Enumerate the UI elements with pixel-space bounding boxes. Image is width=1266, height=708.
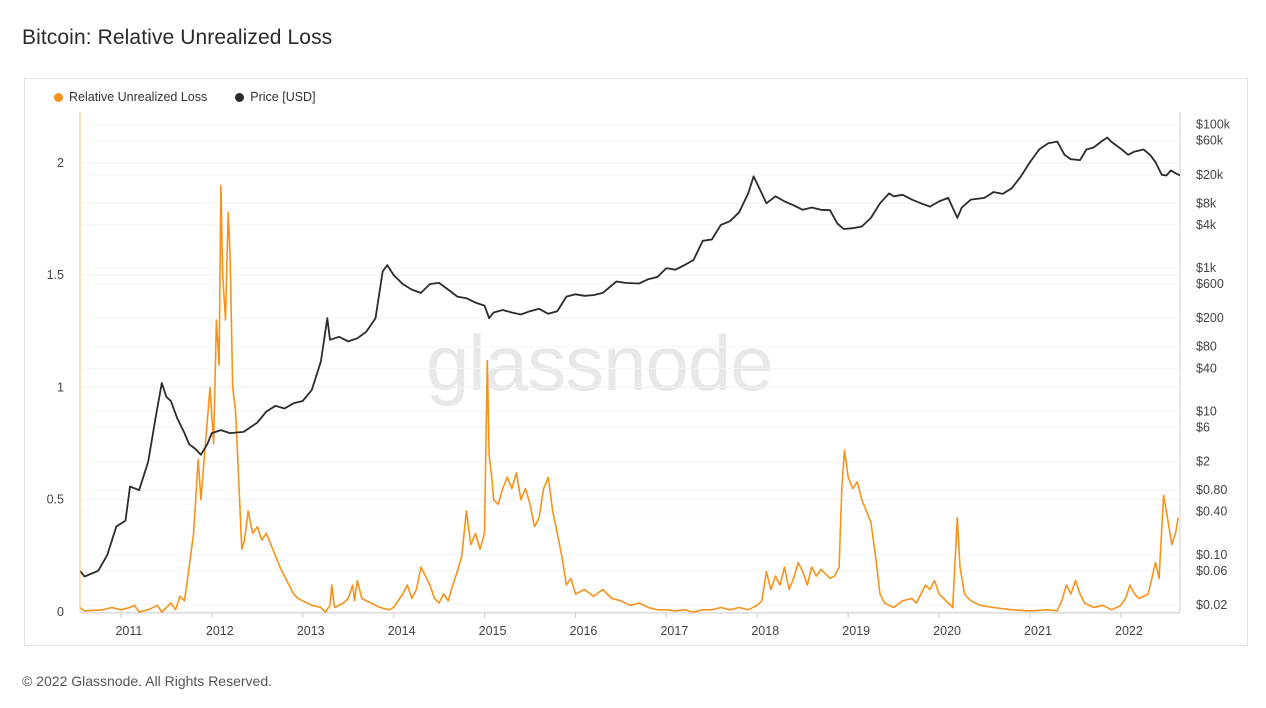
- legend-item-price[interactable]: Price [USD]: [235, 90, 316, 104]
- right-tick-label: $0.06: [1196, 564, 1227, 578]
- right-tick-label: $0.80: [1196, 483, 1227, 497]
- x-tick-label: 2021: [1024, 624, 1052, 638]
- left-tick-label: 0: [57, 605, 64, 619]
- right-tick-label: $20k: [1196, 168, 1224, 182]
- watermark: glassnode: [426, 319, 774, 407]
- page-title: Bitcoin: Relative Unrealized Loss: [22, 26, 333, 49]
- right-tick-label: $80: [1196, 340, 1217, 354]
- left-tick-label: 2: [57, 156, 64, 170]
- right-tick-label: $0.40: [1196, 505, 1227, 519]
- legend-label: Price [USD]: [250, 90, 316, 104]
- chart-legend: Relative Unrealized Loss Price [USD]: [54, 90, 316, 104]
- x-tick-label: 2022: [1115, 624, 1143, 638]
- legend-item-relative-unrealized-loss[interactable]: Relative Unrealized Loss: [54, 90, 207, 104]
- right-tick-label: $2: [1196, 455, 1210, 469]
- right-tick-label: $40: [1196, 361, 1217, 375]
- right-tick-label: $6: [1196, 420, 1210, 434]
- copyright-footer: © 2022 Glassnode. All Rights Reserved.: [22, 673, 273, 689]
- right-tick-label: $60k: [1196, 134, 1224, 148]
- legend-dot-orange-icon: [54, 92, 63, 102]
- x-tick-label: 2015: [479, 624, 507, 638]
- right-tick-label: $0.02: [1196, 598, 1227, 612]
- series-price-line: [79, 136, 1181, 578]
- right-tick-label: $10: [1196, 404, 1217, 418]
- left-tick-label: 1.5: [47, 268, 64, 282]
- series-relative-unrealized-loss-line: [79, 184, 1179, 613]
- x-tick-label: 2011: [115, 624, 142, 638]
- x-tick-label: 2020: [933, 624, 961, 638]
- left-tick-label: 0.5: [47, 493, 64, 507]
- chart-card: [24, 78, 1248, 646]
- x-tick-label: 2019: [842, 624, 870, 638]
- right-tick-label: $4k: [1196, 218, 1217, 232]
- x-tick-label: 2018: [751, 624, 779, 638]
- x-tick-label: 2014: [388, 624, 416, 638]
- x-tick-label: 2016: [570, 624, 598, 638]
- right-tick-label: $200: [1196, 311, 1224, 325]
- x-tick-label: 2013: [297, 624, 325, 638]
- x-tick-label: 2012: [206, 624, 234, 638]
- legend-dot-black-icon: [235, 92, 245, 102]
- right-tick-label: $600: [1196, 277, 1224, 291]
- x-tick-label: 2017: [660, 624, 688, 638]
- legend-label: Relative Unrealized Loss: [69, 90, 208, 104]
- left-tick-label: 1: [57, 380, 64, 394]
- right-tick-label: $1k: [1196, 261, 1217, 275]
- right-tick-label: $0.10: [1196, 548, 1227, 562]
- right-tick-label: $100k: [1196, 118, 1231, 132]
- right-tick-label: $8k: [1196, 196, 1217, 210]
